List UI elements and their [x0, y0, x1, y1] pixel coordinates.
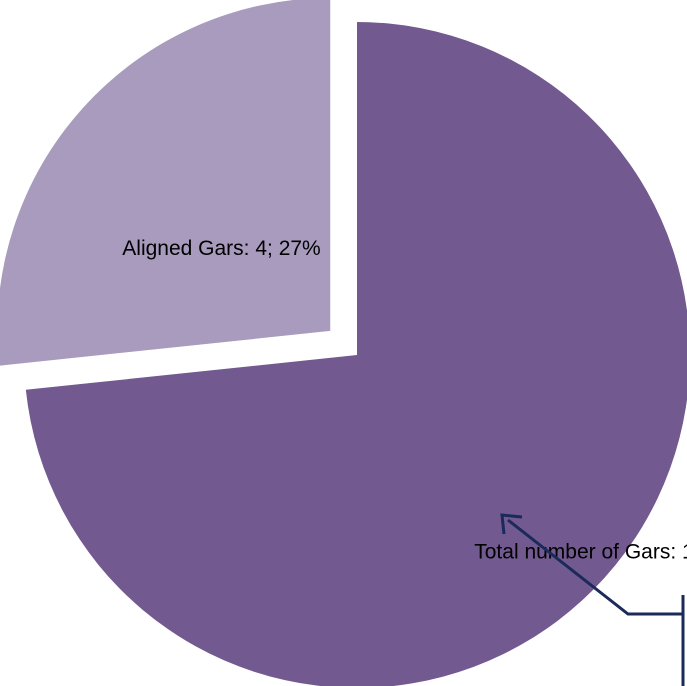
arrow-head — [500, 513, 523, 535]
pie-slice — [25, 22, 687, 686]
arrow — [500, 513, 685, 686]
pie-slice — [0, 0, 331, 366]
data-label: Total number of Gars: 11; 73% — [474, 541, 687, 564]
arrow-line — [507, 518, 683, 616]
data-label: Aligned Gars: 4; 27% — [122, 237, 320, 260]
